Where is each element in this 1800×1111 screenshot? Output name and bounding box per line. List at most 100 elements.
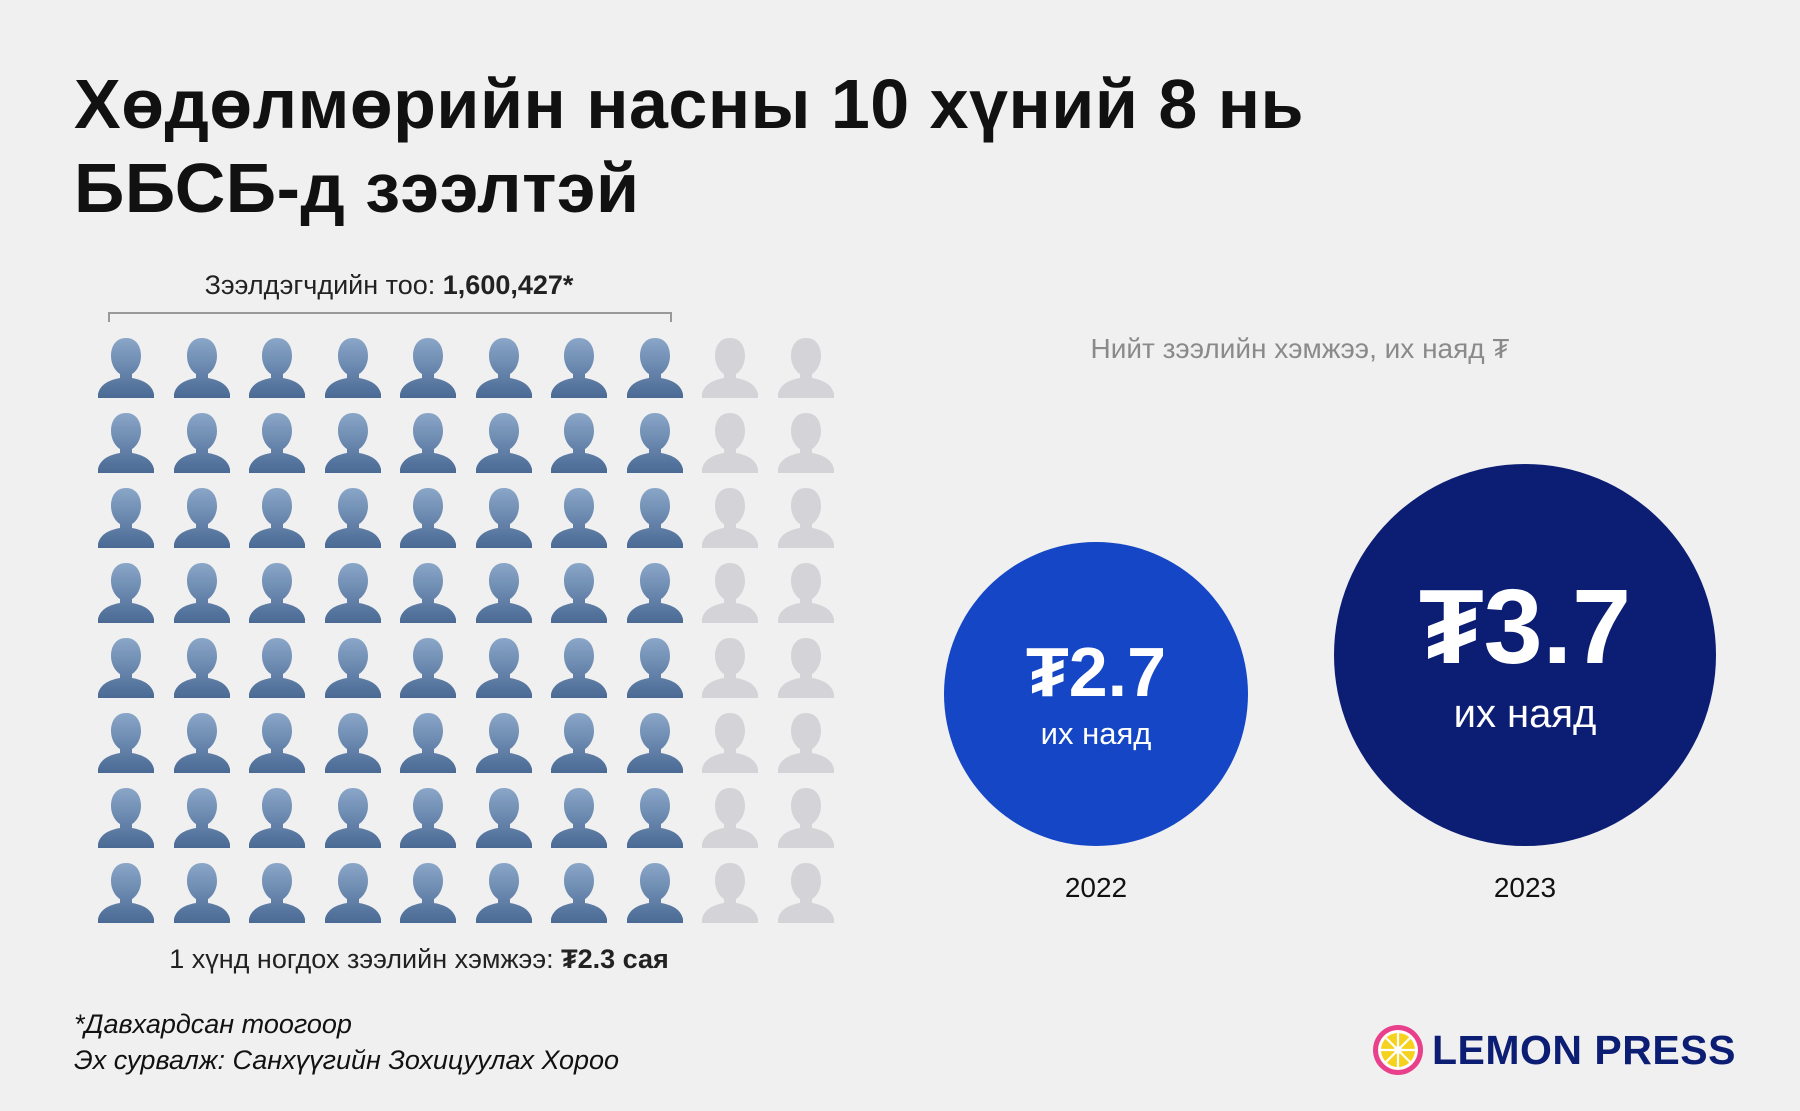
person-icon-highlighted (249, 563, 305, 623)
person-icon-faded (702, 338, 758, 398)
person-icon-highlighted (324, 863, 381, 923)
borrower-count-value: 1,600,427* (442, 270, 574, 300)
bubble-2022-unit: их наяд (1040, 715, 1152, 751)
person-icon-highlighted (324, 338, 381, 398)
person-icon-highlighted (400, 638, 456, 698)
person-icon-highlighted (324, 563, 381, 623)
person-icon-faded (777, 413, 834, 473)
per-person-value: ₮2.3 сая (561, 944, 669, 974)
person-icon-faded (777, 338, 834, 398)
person-icon-highlighted (173, 788, 230, 848)
person-icon-highlighted (400, 488, 456, 548)
person-icon-highlighted (249, 488, 305, 548)
person-icon-highlighted (249, 338, 305, 398)
borrower-bracket (108, 312, 672, 322)
bubble-2023: ₮3.7 их наяд (1334, 464, 1716, 846)
person-icon-highlighted (551, 338, 607, 398)
person-icon-highlighted (400, 563, 456, 623)
person-icon-highlighted (400, 413, 456, 473)
person-icon-highlighted (475, 788, 532, 848)
per-person-loan: 1 хүнд ногдох зээлийн хэмжээ: ₮2.3 сая (94, 944, 744, 975)
person-icon-highlighted (475, 488, 532, 548)
person-icon-faded (702, 488, 758, 548)
person-icon-highlighted (98, 413, 154, 473)
title-line-2: ББСБ-д зээлтэй (74, 149, 640, 227)
notes: *Давхардсан тоогоор Эх сурвалж: Санхүүги… (74, 1006, 619, 1078)
person-icon-highlighted (626, 788, 683, 848)
person-icon-highlighted (98, 563, 154, 623)
person-icon-faded (702, 713, 758, 773)
bubble-2022-value: ₮2.7 (1025, 632, 1167, 711)
person-icon-highlighted (98, 713, 154, 773)
source-note: Эх сурвалж: Санхүүгийн Зохицуулах Хороо (74, 1045, 620, 1075)
person-icon-highlighted (249, 863, 305, 923)
person-icon-highlighted (173, 413, 230, 473)
person-icon-highlighted (475, 863, 532, 923)
person-icon-highlighted (324, 413, 381, 473)
bubble-2023-year: 2023 (1493, 872, 1557, 903)
person-icon-faded (702, 638, 758, 698)
person-icon-highlighted (173, 638, 230, 698)
person-icon-highlighted (626, 563, 683, 623)
person-icon-highlighted (551, 413, 607, 473)
person-icon-highlighted (173, 863, 230, 923)
person-icon-faded (777, 713, 834, 773)
person-icon-highlighted (98, 863, 154, 923)
person-icon-highlighted (626, 638, 683, 698)
person-icon-faded (777, 788, 834, 848)
borrower-count-label: Зээлдэгчдийн тоо: (204, 270, 443, 300)
footnote: *Давхардсан тоогоор (74, 1009, 352, 1039)
lemon-icon (1373, 1025, 1423, 1075)
person-icon-highlighted (324, 488, 381, 548)
person-icon-highlighted (98, 638, 154, 698)
person-icon-highlighted (324, 638, 381, 698)
person-icon-highlighted (551, 788, 607, 848)
person-icon-highlighted (249, 713, 305, 773)
bubble-2023-value: ₮3.7 (1418, 568, 1632, 686)
bubble-2022-year: 2022 (1064, 872, 1128, 903)
person-icon-faded (777, 863, 834, 923)
person-icon-highlighted (626, 338, 683, 398)
title-line-1: Хөдөлмөрийн насны 10 хүний 8 нь (74, 65, 1305, 143)
person-icon-faded (777, 488, 834, 548)
person-icon-highlighted (98, 488, 154, 548)
person-icon-highlighted (551, 563, 607, 623)
person-icon-highlighted (98, 788, 154, 848)
person-icon-highlighted (551, 863, 607, 923)
person-icon-highlighted (626, 413, 683, 473)
per-person-label: 1 хүнд ногдох зээлийн хэмжээ: (169, 944, 562, 974)
person-icon-highlighted (173, 488, 230, 548)
person-icon-faded (702, 563, 758, 623)
person-icon-highlighted (173, 338, 230, 398)
person-icon-highlighted (324, 788, 381, 848)
person-icon-faded (702, 413, 758, 473)
person-icon-highlighted (173, 563, 230, 623)
person-icon-highlighted (626, 863, 683, 923)
logo-text: LEMON PRESS (1432, 1026, 1736, 1073)
person-icon-highlighted (475, 713, 532, 773)
person-icon-highlighted (551, 713, 607, 773)
person-icon-highlighted (249, 788, 305, 848)
person-icon-highlighted (400, 788, 456, 848)
person-icon-highlighted (324, 713, 381, 773)
person-icon-highlighted (173, 713, 230, 773)
bubble-chart-heading: Нийт зээлийн хэмжээ, их наяд ₮ (1090, 333, 1510, 364)
person-icon-highlighted (400, 338, 456, 398)
bubble-2023-unit: их наяд (1453, 692, 1597, 736)
person-icon-highlighted (475, 338, 532, 398)
person-icon-highlighted (626, 488, 683, 548)
person-icon-highlighted (400, 713, 456, 773)
person-icon-highlighted (98, 338, 154, 398)
person-icon-highlighted (475, 638, 532, 698)
person-icon-highlighted (475, 413, 532, 473)
person-icon-highlighted (626, 713, 683, 773)
person-icon-faded (777, 638, 834, 698)
bubble-2022: ₮2.7 их наяд (944, 542, 1248, 846)
person-icon-faded (702, 788, 758, 848)
person-icon-highlighted (475, 563, 532, 623)
borrower-count: Зээлдэгчдийн тоо: 1,600,427* (104, 270, 674, 301)
person-icon-highlighted (249, 413, 305, 473)
person-icon-highlighted (400, 863, 456, 923)
lemon-press-logo: LEMON PRESS (1372, 1022, 1736, 1078)
page-title: Хөдөлмөрийн насны 10 хүний 8 нь ББСБ-д з… (74, 62, 1574, 230)
